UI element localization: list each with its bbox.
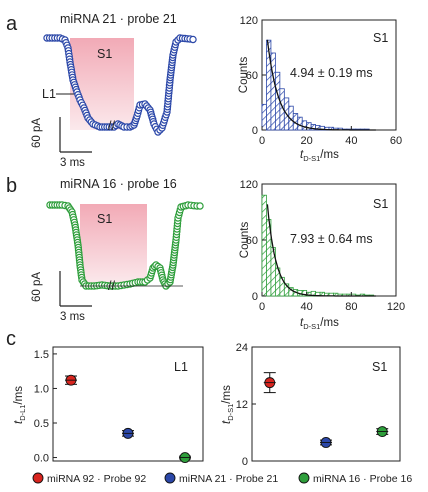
- legend-marker: [164, 472, 176, 484]
- histB-xtick-label: 120: [387, 301, 405, 313]
- histA-xtick-label: 0: [259, 135, 265, 147]
- histA-bar: [261, 103, 267, 131]
- scatter-c-left-ylabel-sub: D-L1: [18, 405, 27, 421]
- trace-a: miRNA 21 · probe 21 S1 L1 // 60 pA 3 ms: [31, 12, 197, 169]
- scR-ytick-label: 24: [236, 342, 248, 354]
- scatter-c-left-ylabel: tD-L1/ms: [13, 386, 27, 424]
- scatter-c-right-ylabel-unit: /ms: [221, 385, 233, 404]
- scatter-c-right-ylabel: tD-S1/ms: [221, 385, 235, 424]
- trace-a-region-label: S1: [97, 47, 112, 61]
- histogram-a-xlabel-unit: /ms: [320, 149, 339, 161]
- histogram-b-xlabel-unit: /ms: [320, 317, 339, 329]
- scatter-c-right-ticks: 0 12 24: [236, 342, 256, 468]
- histogram-a-annotation: 4.94 ± 0.19 ms: [290, 66, 373, 80]
- histA-bar: [306, 122, 312, 131]
- trace-b-title: miRNA 16 · probe 16: [60, 177, 177, 191]
- histogram-a-xlabel-sub: D-S1: [303, 154, 320, 163]
- histB-xtick-label: 0: [259, 301, 265, 313]
- trace-a-scale-y-label: 60 pA: [31, 118, 43, 148]
- histogram-b-annotation: 7.93 ± 0.64 ms: [290, 232, 373, 246]
- trace-b-scale-y-label: 60 pA: [31, 272, 43, 302]
- scatter-c-right-ylabel-sub: D-S1: [226, 404, 235, 421]
- scatter-c-left-points: [65, 374, 191, 463]
- histogram-a-xlabel-main: t: [300, 149, 304, 161]
- histB-ytick-label: 60: [246, 235, 258, 247]
- histogram-b-label: S1: [373, 197, 388, 211]
- panel-label-c: c: [6, 328, 16, 350]
- trace-a-points: [43, 34, 197, 136]
- legend-label: miRNA 16 · Probe 16: [313, 473, 412, 485]
- histogram-b-xlabel: tD-S1/ms: [300, 317, 339, 331]
- histogram-b-xlabel-main: t: [300, 317, 304, 329]
- histogram-a-xlabel: tD-S1/ms: [300, 149, 339, 163]
- traceB-pts-dot: [196, 202, 204, 210]
- histA-ytick-label: 0: [252, 125, 258, 137]
- legend-label: miRNA 21 · Probe 21: [179, 473, 278, 485]
- scL-ytick-label: 1.5: [34, 349, 49, 361]
- trace-b-region-s1: [80, 204, 147, 284]
- histB-xtick-label: 40: [301, 301, 313, 313]
- histogram-b-ylabel: Counts: [239, 222, 251, 259]
- scL-ytick-label: 0.0: [34, 453, 49, 465]
- histogram-a-ylabel: Counts: [238, 57, 250, 94]
- traceA-pts-dot: [189, 35, 197, 44]
- scatter-c-left-ylabel-main: t: [13, 420, 25, 424]
- histogram-a: 0 20 40 60 0 60 120 S1 4.94 ± 0.19 ms Counts t…: [238, 15, 402, 163]
- legend-label: miRNA 92 · Probe 92: [47, 473, 146, 485]
- legend-marker: [32, 472, 44, 484]
- histB-ytick-label: 0: [252, 291, 258, 303]
- histogram-b-ticks: 0 40 80 120 0 60 120: [240, 179, 406, 313]
- trace-a-scale-x-label: 3 ms: [60, 157, 85, 169]
- trace-a-break-mark: //: [108, 119, 115, 133]
- scR-ytick-label: 12: [236, 399, 248, 411]
- histogram-b-xlabel-sub: D-S1: [303, 322, 320, 331]
- panel-label-b: b: [6, 175, 17, 197]
- histB-bar: [279, 276, 285, 297]
- histB-xtick-label: 80: [345, 301, 357, 313]
- histB-ytick-label: 120: [240, 179, 258, 191]
- histA-xtick-label: 40: [345, 135, 357, 147]
- histogram-a-bars: [261, 39, 370, 131]
- histA-ytick-label: 120: [240, 15, 258, 27]
- scatter-c-right-ylabel-main: t: [221, 420, 233, 424]
- trace-a-title: miRNA 21 · probe 21: [60, 12, 177, 26]
- histB-bar: [261, 194, 267, 297]
- scatter-c-left-frame: [52, 346, 204, 462]
- trace-b-points: [46, 201, 204, 290]
- histogram-b-fit-curve: [266, 204, 376, 297]
- histogram-a-ticks: 0 20 40 60 0 60 120: [240, 15, 402, 147]
- trace-a-region-s1: [70, 38, 134, 130]
- scatter-c-left: 0.0 0.5 1.0 1.5 L1 tD-L1/ms: [13, 346, 204, 465]
- histA-bar: [270, 52, 276, 131]
- trace-b: miRNA 16 · probe 16 S1 // 60 pA 3 ms: [31, 177, 204, 323]
- panel-label-a: a: [6, 13, 18, 35]
- histA-bar: [274, 71, 281, 131]
- histA-bar: [297, 116, 303, 131]
- scatter-c-left-ticks: 0.0 0.5 1.0 1.5: [34, 349, 57, 465]
- scL-ytick-label: 0.5: [34, 418, 49, 430]
- legend: miRNA 92 · Probe 92 miRNA 21 · Probe 21 mi…: [32, 472, 412, 485]
- histogram-a-fit-curve: [266, 39, 376, 131]
- histA-xtick-label: 20: [301, 135, 313, 147]
- scatter-c-right-points: [263, 372, 389, 448]
- trace-b-region-label: S1: [97, 212, 112, 226]
- trace-b-scale-x-label: 3 ms: [60, 311, 85, 323]
- histogram-b-bars: [261, 194, 375, 297]
- scR-ytick-label: 0: [242, 456, 248, 468]
- histA-bar: [301, 120, 308, 131]
- scatter-c-left-label: L1: [174, 360, 188, 374]
- histogram-a-label: S1: [373, 31, 388, 45]
- legend-marker: [298, 472, 310, 484]
- scatter-c-right-label: S1: [372, 360, 387, 374]
- scatter-c-left-ylabel-unit: /ms: [13, 386, 25, 405]
- histA-xtick-label: 60: [390, 135, 402, 147]
- trace-b-break-mark: //: [108, 279, 115, 293]
- trace-a-level-label: L1: [42, 87, 56, 101]
- scatter-c-right: 0 12 24 S1 tD-S1/ms: [221, 342, 401, 468]
- scL-ytick-label: 1.0: [34, 383, 49, 395]
- histA-ytick-label: 60: [246, 70, 258, 82]
